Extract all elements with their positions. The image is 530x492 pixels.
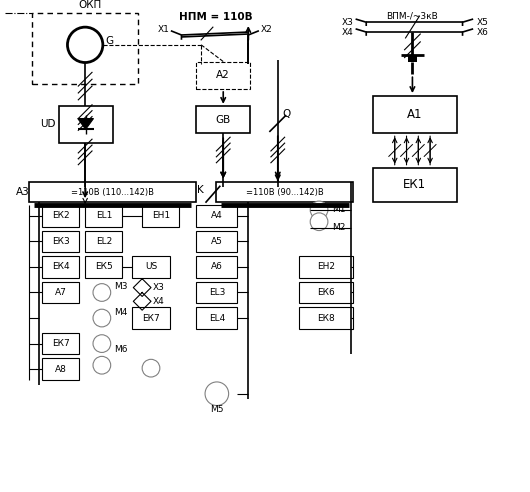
Text: UD: UD	[40, 120, 56, 129]
Text: M4: M4	[113, 308, 127, 317]
Bar	[299, 282, 354, 303]
Bar	[32, 13, 138, 84]
Text: X2: X2	[261, 25, 273, 33]
Circle shape	[93, 356, 111, 374]
Text: ЕК7: ЕК7	[142, 313, 160, 323]
Text: ЕК3: ЕК3	[52, 237, 69, 246]
Text: EL1: EL1	[95, 212, 112, 220]
Bar	[85, 231, 122, 252]
Text: M3: M3	[113, 282, 127, 291]
Bar	[196, 62, 250, 89]
Text: ЕК7: ЕК7	[52, 339, 69, 348]
Text: EL4: EL4	[209, 313, 225, 323]
Circle shape	[67, 27, 103, 62]
Circle shape	[93, 309, 111, 327]
Text: ЕК5: ЕК5	[95, 262, 113, 272]
Text: M6: M6	[113, 345, 127, 354]
Bar	[59, 106, 113, 143]
Bar	[373, 96, 457, 133]
Bar	[196, 205, 237, 227]
Text: M1: M1	[332, 206, 346, 215]
Text: EH2: EH2	[317, 262, 335, 272]
Text: M5: M5	[210, 405, 224, 414]
Bar	[42, 282, 80, 303]
Text: ЕК6: ЕК6	[317, 288, 335, 297]
Bar	[196, 282, 237, 303]
Text: K: K	[197, 185, 204, 195]
Text: ВПМ-/~3кВ: ВПМ-/~3кВ	[386, 12, 438, 21]
Text: A2: A2	[216, 70, 230, 80]
Text: G: G	[106, 36, 114, 46]
Polygon shape	[78, 119, 93, 129]
Text: GB: GB	[216, 115, 231, 124]
Text: =110В (90...142)В: =110В (90...142)В	[246, 188, 323, 197]
Bar	[132, 307, 170, 329]
Text: A7: A7	[55, 288, 66, 297]
Text: A6: A6	[211, 262, 223, 272]
Text: ОКП: ОКП	[78, 0, 102, 10]
Bar	[142, 205, 180, 227]
Text: X1: X1	[158, 25, 170, 33]
Text: ЕК4: ЕК4	[52, 262, 69, 272]
Circle shape	[142, 359, 160, 377]
Text: ЕК2: ЕК2	[52, 212, 69, 220]
Text: A5: A5	[211, 237, 223, 246]
Bar	[196, 256, 237, 278]
Text: A1: A1	[407, 108, 422, 121]
Circle shape	[93, 335, 111, 352]
Text: X6: X6	[476, 28, 488, 36]
Text: X3: X3	[153, 283, 165, 292]
Text: X4: X4	[153, 297, 165, 306]
Bar	[373, 168, 457, 202]
Bar	[216, 183, 354, 202]
Text: =110В (110...142)В: =110В (110...142)В	[71, 188, 154, 197]
Bar	[196, 231, 237, 252]
Circle shape	[310, 213, 328, 231]
Circle shape	[93, 284, 111, 301]
Circle shape	[205, 382, 228, 405]
Bar	[42, 231, 80, 252]
Bar	[42, 358, 80, 380]
Text: A3: A3	[16, 187, 30, 197]
Text: EL2: EL2	[96, 237, 112, 246]
Text: Q: Q	[282, 109, 291, 119]
Circle shape	[310, 201, 328, 219]
Bar	[42, 333, 80, 354]
Bar	[408, 55, 417, 62]
Bar	[132, 256, 170, 278]
Text: EH1: EH1	[152, 212, 170, 220]
Bar	[85, 256, 122, 278]
Bar	[196, 106, 250, 133]
Text: M2: M2	[332, 223, 345, 232]
Bar	[85, 205, 122, 227]
Bar	[42, 205, 80, 227]
Bar	[196, 307, 237, 329]
Text: НПМ = 110В: НПМ = 110В	[179, 12, 253, 22]
Bar	[29, 183, 196, 202]
Text: X3: X3	[341, 18, 354, 27]
Bar	[299, 307, 354, 329]
Text: ЕК1: ЕК1	[403, 179, 427, 191]
Bar	[42, 256, 80, 278]
Text: X4: X4	[342, 28, 354, 36]
Text: X5: X5	[476, 18, 488, 27]
Text: ЕК8: ЕК8	[317, 313, 335, 323]
Text: EL3: EL3	[209, 288, 225, 297]
Text: US: US	[145, 262, 157, 272]
Text: A4: A4	[211, 212, 223, 220]
Bar	[299, 256, 354, 278]
Text: A8: A8	[55, 365, 66, 373]
